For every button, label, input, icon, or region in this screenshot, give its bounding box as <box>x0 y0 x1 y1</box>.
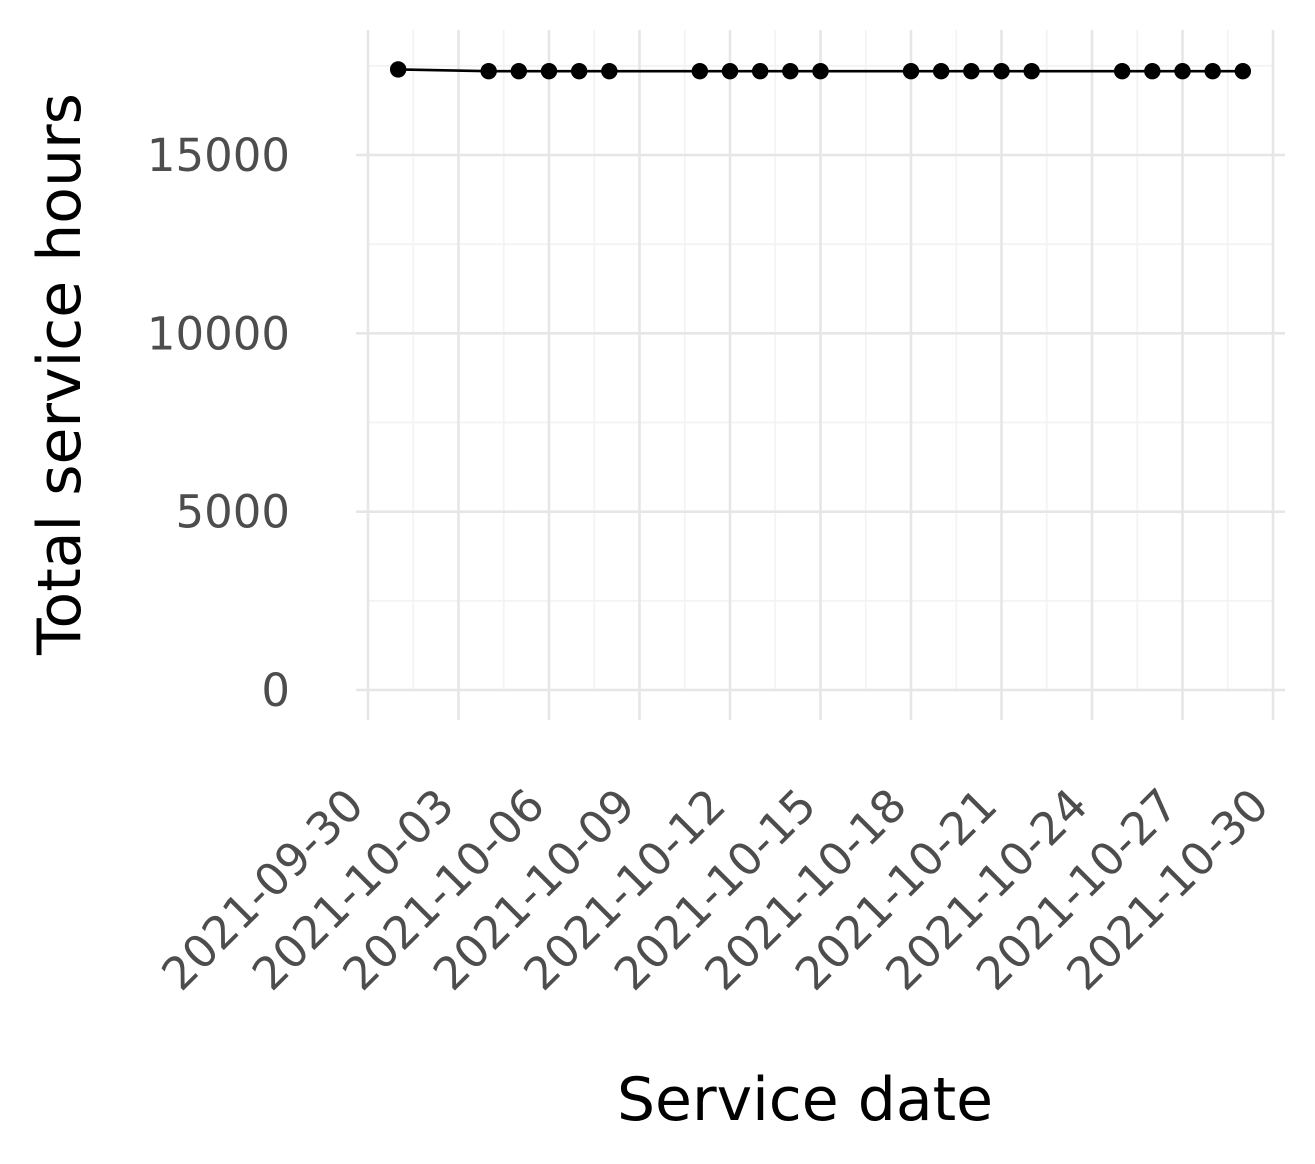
y-tick-label: 0 <box>261 664 290 717</box>
y-tick-label: 5000 <box>175 486 290 539</box>
data-point <box>601 62 618 80</box>
y-axis-tick-labels: 0 5000 10000 15000 <box>147 129 290 717</box>
data-point <box>691 62 709 80</box>
x-axis-ticks <box>366 690 1275 720</box>
x-axis-title: Service date <box>617 1065 993 1135</box>
data-point <box>480 62 497 80</box>
data-point <box>540 62 558 80</box>
x-axis-tick-labels: 2021-09-302021-10-032021-10-062021-10-09… <box>151 778 1278 1000</box>
y-tick-label: 10000 <box>147 307 290 360</box>
data-point <box>782 62 799 80</box>
data-point <box>932 62 950 80</box>
data-point <box>1113 62 1131 80</box>
major-gridlines <box>356 30 1285 692</box>
data-point <box>963 62 980 80</box>
minor-gridlines <box>368 30 1273 690</box>
y-tick-label: 15000 <box>147 129 290 182</box>
data-point <box>1174 62 1191 80</box>
data-point <box>1023 62 1040 80</box>
plot-panel <box>356 30 1285 720</box>
data-point <box>510 62 528 80</box>
data-point <box>570 62 588 80</box>
data-point <box>389 61 407 78</box>
data-point <box>1204 62 1221 80</box>
data-point <box>902 62 920 80</box>
series-layer <box>389 61 1252 80</box>
data-point <box>1144 62 1161 80</box>
data-point <box>1234 62 1252 80</box>
y-axis-title: Total service hours <box>25 93 95 656</box>
data-point <box>812 62 829 80</box>
data-point <box>721 62 739 80</box>
data-point <box>993 62 1010 80</box>
data-point <box>751 62 769 80</box>
